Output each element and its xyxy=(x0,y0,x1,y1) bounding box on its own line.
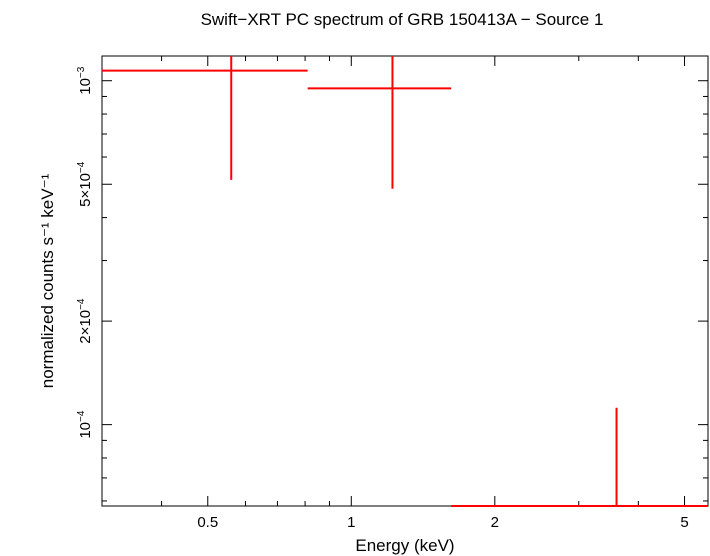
y-tick-label: 2×10−4 xyxy=(76,298,94,344)
y-tick-exponent: −3 xyxy=(76,66,87,78)
x-axis-ticks: 0.5 1 2 5 xyxy=(161,56,689,531)
data-point xyxy=(102,56,308,180)
y-tick-mantissa: 5×10 xyxy=(77,173,94,207)
data-point xyxy=(307,56,452,189)
y-tick-label: 5×10−4 xyxy=(76,161,94,207)
data-point xyxy=(451,407,708,507)
y-tick-mantissa: 10 xyxy=(77,78,94,95)
y-tick-mantissa: 10 xyxy=(77,422,94,439)
data-points xyxy=(102,56,708,507)
chart-title: Swift−XRT PC spectrum of GRB 150413A − S… xyxy=(201,10,604,29)
y-axis-label: normalized counts s⁻¹ keV⁻¹ xyxy=(38,173,57,388)
y-tick-label: 10−4 xyxy=(76,410,94,439)
y-tick-exponent: −4 xyxy=(76,161,87,173)
y-minor-ticks xyxy=(102,95,708,502)
x-tick-label: 0.5 xyxy=(197,514,218,531)
y-axis-ticks: 10−42×10−45×10−410−3 xyxy=(76,66,708,439)
x-axis-label: Energy (keV) xyxy=(355,536,454,555)
plot-frame xyxy=(101,55,709,507)
y-tick-mantissa: 2×10 xyxy=(77,310,94,344)
x-tick-label: 2 xyxy=(491,514,499,531)
x-tick-label: 5 xyxy=(680,514,688,531)
y-tick-label: 10−3 xyxy=(76,66,94,95)
x-tick-label: 1 xyxy=(347,514,355,531)
y-tick-exponent: −4 xyxy=(76,298,87,310)
y-tick-exponent: −4 xyxy=(76,410,87,422)
